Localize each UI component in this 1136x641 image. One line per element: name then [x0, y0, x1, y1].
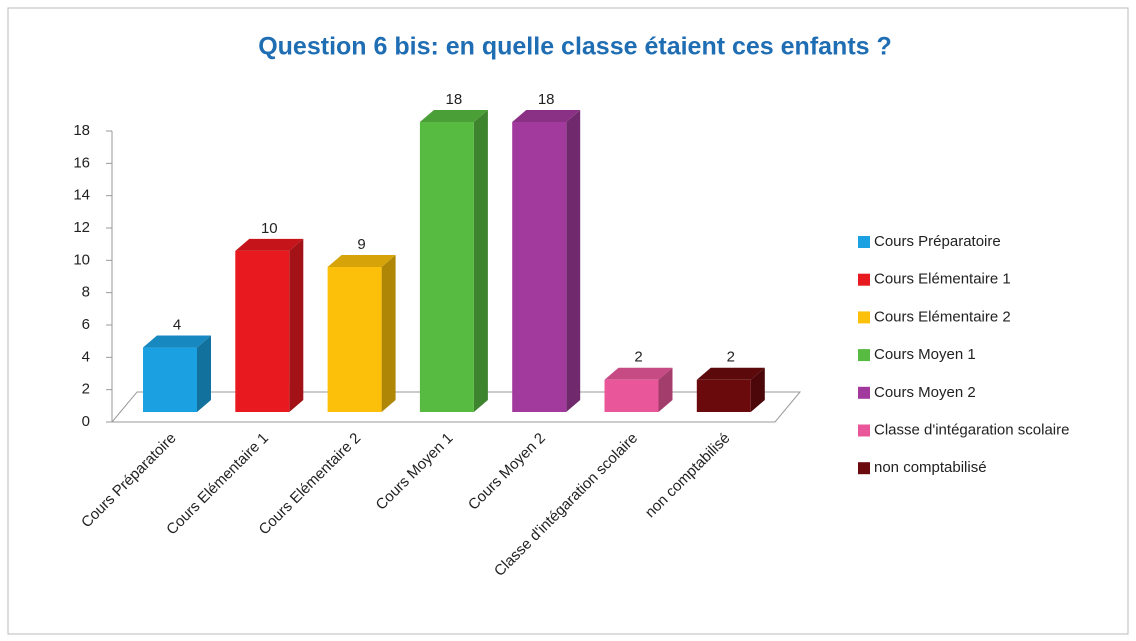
- data-label: 18: [538, 91, 555, 108]
- legend-label: Cours Moyen 2: [874, 384, 976, 401]
- bar-group: [419, 110, 488, 412]
- y-tick-label: 16: [73, 154, 90, 171]
- bar-top: [419, 110, 488, 122]
- bar-group: [604, 367, 673, 412]
- bar-top: [512, 110, 581, 122]
- chart-title: Question 6 bis: en quelle classe étaient…: [258, 33, 892, 61]
- legend-label: non comptabilisé: [874, 459, 987, 476]
- legend-label: Cours Elémentaire 1: [874, 271, 1011, 288]
- bar: [235, 250, 290, 412]
- legend-swatch: [858, 311, 870, 324]
- bar-side: [750, 367, 765, 412]
- bar-group: [235, 238, 304, 412]
- bar-top: [604, 367, 673, 380]
- bar: [696, 379, 751, 412]
- y-tick-label: 8: [82, 284, 90, 301]
- y-tick-label: 4: [82, 348, 90, 365]
- y-tick-label: 14: [73, 187, 90, 204]
- bar-group: [327, 255, 396, 412]
- legend-swatch: [858, 273, 870, 286]
- legend-label: Cours Moyen 1: [874, 346, 976, 363]
- bar-group: [696, 367, 765, 412]
- legend-swatch: [858, 349, 870, 362]
- y-tick-label: 12: [73, 219, 90, 236]
- bar: [143, 347, 197, 412]
- bar-top: [327, 255, 396, 267]
- legend-swatch: [858, 236, 870, 248]
- bar-group: [143, 335, 211, 412]
- data-label: 18: [446, 91, 463, 108]
- bar-top: [235, 238, 304, 251]
- data-label: 2: [634, 349, 642, 366]
- bar: [604, 379, 659, 412]
- legend-swatch: [858, 462, 870, 475]
- bar: [419, 122, 474, 412]
- data-label: 9: [357, 236, 365, 253]
- bar-side: [658, 367, 673, 412]
- y-tick-label: 18: [73, 122, 90, 139]
- data-label: 10: [261, 220, 278, 237]
- data-label: 4: [173, 317, 181, 334]
- bar: [327, 267, 382, 412]
- y-tick-label: 0: [82, 413, 90, 430]
- legend-swatch: [858, 386, 870, 399]
- bar-top: [696, 367, 765, 380]
- bar-side: [197, 335, 211, 412]
- data-label: 2: [727, 349, 735, 366]
- bar-group: [512, 110, 581, 412]
- legend-swatch: [858, 424, 870, 437]
- y-tick-label: 6: [82, 316, 90, 333]
- legend-label: Cours Préparatoire: [874, 233, 1001, 250]
- bar-side: [289, 238, 304, 412]
- bar-side: [381, 255, 396, 412]
- bar: [512, 122, 567, 412]
- bar-side: [473, 110, 488, 412]
- bar-side: [566, 110, 581, 412]
- legend-label: Classe d'intégaration scolaire: [874, 421, 1069, 438]
- y-tick-label: 10: [73, 251, 90, 268]
- y-tick-label: 2: [82, 381, 90, 398]
- bar-top: [143, 335, 211, 348]
- legend-label: Cours Elémentaire 2: [874, 308, 1011, 325]
